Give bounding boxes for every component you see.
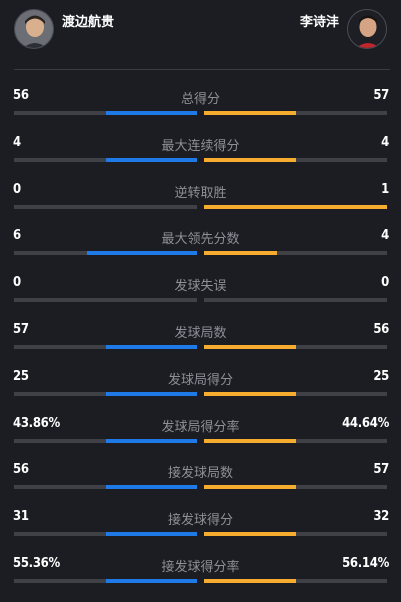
stat-left-bar-fill [105,157,197,162]
stat-row: 43.86% 发球局得分率 44.64% [0,408,401,454]
stat-right-value: 25 [373,368,389,384]
stat-left-bar-track [14,532,197,537]
stat-right-bar-fill [204,204,387,209]
player-right-name[interactable]: 李诗沣 [299,15,339,30]
stat-label: 发球局得分率 [161,419,240,435]
stat-row: 25 发球局得分 25 [0,361,401,407]
stat-right-bar-fill [204,532,296,537]
stat-left-bar-fill [105,111,197,115]
stat-right-bar-fill [204,111,296,115]
stat-right-value: 4 [381,134,389,150]
stat-right-bar-track [204,532,387,537]
stat-right-bar-track [204,438,387,443]
stat-right-bar-track [204,204,387,209]
stat-left-bar-track [14,204,197,209]
stat-right-bar-fill [204,157,296,162]
stat-label: 发球局数 [174,326,227,341]
stat-right-bar-track [204,111,387,115]
stat-row: 4 最大连续得分 4 [0,127,401,173]
stat-left-bar-track [14,579,197,583]
stat-row: 31 接发球得分 32 [0,501,401,547]
stat-left-bar-track [14,298,197,303]
stat-right-value: 44.64% [342,415,389,431]
stat-label: 最大领先分数 [161,232,240,248]
match-header: 渡边航贵 李诗沣 [0,0,401,62]
stat-left-value: 0 [13,181,21,197]
stat-right-bar-track [204,298,387,303]
stat-right-value: 32 [373,509,389,525]
stat-right-bar-track [204,157,387,162]
stat-left-bar-fill [105,345,197,349]
stat-row: 57 发球局数 56 [0,314,401,360]
stat-left-bar-track [14,438,197,443]
stat-right-bar-track [204,345,387,349]
stat-left-bar-track [14,345,197,349]
stat-left-bar-fill [87,251,197,256]
player-right-avatar[interactable] [347,9,387,49]
stat-left-value: 56 [13,88,29,103]
stat-right-value: 0 [381,275,389,291]
stat-left-value: 25 [13,368,29,384]
stat-label: 发球局得分 [167,372,233,388]
stat-left-value: 43.86% [13,415,60,431]
stat-label: 接发球得分率 [161,560,240,575]
stat-left-bar-track [14,157,197,162]
stat-right-bar-fill [204,345,296,349]
stat-left-bar-fill [105,579,197,583]
stat-row: 55.36% 接发球得分率 56.14% [0,548,401,594]
stat-left-value: 0 [13,275,21,291]
stat-right-bar-fill [204,391,296,396]
stat-row: 6 最大领先分数 4 [0,220,401,266]
stat-label: 总得分 [180,92,220,107]
stat-left-bar-fill [105,391,197,396]
stat-label: 发球失误 [174,279,227,295]
stat-left-bar-fill [105,485,197,490]
stat-left-value: 56 [13,462,29,478]
stat-right-bar-track [204,485,387,490]
stat-right-value: 57 [373,462,389,478]
stat-left-bar-track [14,485,197,490]
stat-right-value: 57 [373,88,389,103]
stat-row: 56 总得分 57 [0,80,401,126]
stat-right-bar-fill [204,438,296,443]
stat-left-bar-track [14,251,197,256]
stat-left-value: 57 [13,322,29,337]
stat-right-value: 56.14% [342,556,389,571]
player-left-avatar[interactable] [14,9,54,49]
stat-left-value: 4 [13,134,21,150]
stat-left-bar-track [14,111,197,115]
stat-right-value: 4 [381,228,389,244]
stat-right-bar-track [204,251,387,256]
stat-left-bar-fill [105,532,197,537]
stat-row: 0 发球失误 0 [0,267,401,313]
stat-row: 0 逆转取胜 1 [0,174,401,220]
stat-label: 接发球得分 [167,513,233,529]
stat-right-bar-fill [204,579,296,583]
stat-left-bar-fill [105,438,197,443]
stat-label: 接发球局数 [167,466,233,482]
stat-label: 最大连续得分 [161,138,240,154]
stat-right-bar-track [204,579,387,583]
stat-left-bar-track [14,391,197,396]
stat-right-bar-track [204,391,387,396]
player-right-photo [348,10,386,48]
player-left-name[interactable]: 渡边航贵 [62,15,115,30]
stat-label: 逆转取胜 [174,185,227,201]
header-divider [14,69,390,70]
stat-left-value: 6 [13,228,21,244]
stat-row: 56 接发球局数 57 [0,454,401,500]
stat-right-value: 56 [373,322,389,337]
player-left-photo [15,10,53,48]
stat-right-bar-fill [204,485,296,490]
stat-right-value: 1 [381,181,389,197]
stat-left-value: 55.36% [13,556,60,571]
stat-left-value: 31 [13,509,29,525]
stat-right-bar-fill [204,251,278,256]
